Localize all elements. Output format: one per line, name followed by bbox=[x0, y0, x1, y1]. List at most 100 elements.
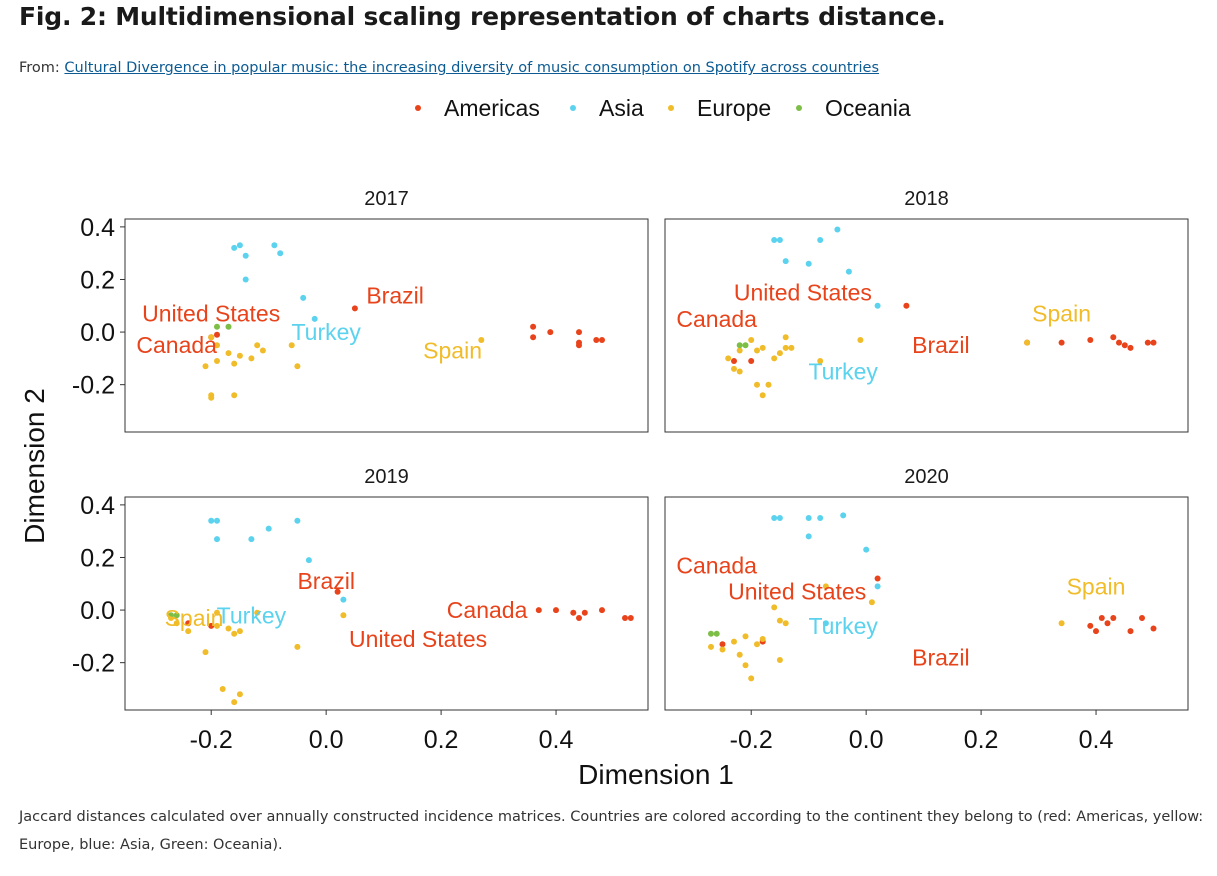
panel-2018-point-europe-15 bbox=[765, 381, 772, 388]
panel-2020-point-europe-0 bbox=[708, 643, 714, 650]
panel-2017-point-europe-0 bbox=[208, 334, 215, 341]
panel-2018-point-asia-4 bbox=[782, 258, 789, 265]
panel-2020-point-oceania-0 bbox=[708, 630, 714, 637]
panel-2017-point-europe-2 bbox=[225, 350, 232, 357]
panel-2018-point-americas-11 bbox=[1150, 339, 1157, 346]
panel-2019-point-americas-0 bbox=[185, 620, 192, 627]
panel-2018-point-europe-5 bbox=[759, 344, 766, 351]
legend-label-europe: Europe bbox=[697, 95, 771, 121]
panel-2020-point-americas-8 bbox=[1127, 628, 1134, 635]
panel-2018-point-europe-9 bbox=[788, 344, 795, 351]
panel-2017-ytick-label-1: 0.2 bbox=[80, 266, 115, 294]
panel-2017-ytick-label-3: -0.2 bbox=[72, 372, 115, 400]
panel-2020-point-americas-6 bbox=[1104, 620, 1111, 627]
panel-2020-point-asia-4 bbox=[840, 512, 847, 519]
panel-2018-point-americas-5 bbox=[1087, 337, 1094, 343]
panel-2017-point-europe-8 bbox=[288, 342, 295, 349]
panel-2018-point-asia-1 bbox=[776, 237, 783, 243]
panel-2017-ytick-label-2: 0.0 bbox=[80, 319, 115, 347]
panel-2018-title: 2018 bbox=[904, 188, 949, 210]
panel-2020-point-europe-1 bbox=[719, 646, 726, 653]
panel-2017-point-americas-3 bbox=[530, 323, 537, 330]
panel-2020-point-europe-4 bbox=[754, 641, 760, 648]
panel-2017-point-europe-11 bbox=[208, 394, 215, 401]
source-line: From: Cultural Divergence in popular mus… bbox=[19, 60, 879, 76]
panel-2017-label-brazil: Brazil bbox=[366, 282, 424, 308]
panel-2017-point-europe-9 bbox=[294, 363, 301, 370]
panel-2017-label-turkey: Turkey bbox=[291, 319, 361, 345]
panel-2017-point-americas-0 bbox=[214, 331, 220, 338]
panel-2019-point-americas-3 bbox=[535, 607, 542, 614]
panel-2017-point-europe-12 bbox=[231, 392, 238, 399]
panel-2019-point-europe-3 bbox=[214, 622, 220, 629]
panel-2017-point-europe-7 bbox=[259, 347, 266, 354]
legend-marker-asia bbox=[570, 105, 576, 111]
panel-2017-point-asia-6 bbox=[300, 294, 307, 301]
panel-2018-point-europe-11 bbox=[817, 358, 824, 364]
legend-label-asia: Asia bbox=[599, 95, 644, 121]
panel-2019-label-spain: Spain bbox=[165, 605, 224, 631]
panel-2018-point-americas-6 bbox=[1110, 334, 1117, 341]
panel-2017-title: 2017 bbox=[364, 188, 409, 210]
panel-2019-xtick-label-0: -0.2 bbox=[190, 726, 233, 754]
panel-2020-point-europe-9 bbox=[776, 657, 783, 663]
panel-2019-point-asia-6 bbox=[305, 557, 312, 564]
figure-caption: Jaccard distances calculated over annual… bbox=[19, 809, 1204, 853]
panel-2019-point-americas-2 bbox=[334, 588, 341, 595]
panel-2019-label-turkey: Turkey bbox=[217, 602, 287, 628]
panel-2020-label-canada: Canada bbox=[676, 552, 757, 578]
panel-2019-point-europe-14 bbox=[214, 609, 220, 616]
panel-2020-point-europe-8 bbox=[759, 636, 766, 642]
panel-2018-point-europe-13 bbox=[1024, 339, 1031, 346]
panel-2020-point-europe-5 bbox=[736, 651, 743, 658]
panel-2020-label-turkey: Turkey bbox=[808, 613, 878, 639]
panel-2017-point-asia-4 bbox=[277, 250, 284, 257]
legend-marker-oceania bbox=[796, 105, 802, 111]
panel-2019-point-europe-2 bbox=[185, 628, 192, 635]
panel-2017-point-asia-3 bbox=[242, 252, 249, 259]
panel-2020-point-europe-14 bbox=[868, 599, 875, 606]
panel-2017-point-americas-6 bbox=[576, 329, 582, 336]
panel-2020-point-oceania-1 bbox=[713, 630, 720, 637]
panel-2020-point-europe-13 bbox=[822, 583, 829, 590]
panel-2019-xtick-label-2: 0.2 bbox=[424, 726, 459, 754]
mds-scatter-chart: Americas Asia Europe Oceania 2017 United Stat… bbox=[19, 95, 1189, 790]
panel-2020-point-americas-4 bbox=[1093, 628, 1099, 635]
panel-2018-point-oceania-0 bbox=[736, 342, 743, 349]
panel-2019-ytick-label-0: 0.4 bbox=[80, 492, 115, 520]
panel-2019-point-americas-7 bbox=[581, 609, 588, 616]
panel-2019-point-europe-12 bbox=[236, 691, 243, 698]
panel-2019-point-americas-10 bbox=[627, 615, 634, 621]
panel-2018-point-europe-1 bbox=[731, 365, 737, 372]
legend-label-oceania: Oceania bbox=[825, 95, 911, 121]
panel-2019-point-americas-9 bbox=[622, 615, 628, 621]
panel-2019-point-europe-9 bbox=[294, 643, 301, 650]
legend-label-americas: Americas bbox=[444, 95, 540, 121]
panel-2020-xtick-label-0: -0.2 bbox=[730, 726, 773, 754]
panel-2019-point-asia-3 bbox=[265, 525, 272, 532]
from-label: From: bbox=[19, 60, 60, 76]
panel-2020-point-asia-5 bbox=[805, 533, 812, 540]
panel-2020-point-europe-6 bbox=[742, 662, 749, 669]
panel-2020-point-europe-15 bbox=[1058, 620, 1065, 627]
panel-2017-point-oceania-1 bbox=[225, 323, 232, 330]
legend-marker-europe bbox=[668, 105, 674, 111]
panel-2018-point-europe-2 bbox=[736, 347, 743, 354]
panel-2020-label-united-states: United States bbox=[728, 579, 866, 605]
source-article-link[interactable]: Cultural Divergence in popular music: th… bbox=[64, 60, 879, 76]
panel-2019-point-europe-5 bbox=[231, 630, 238, 637]
panel-2020-point-asia-2 bbox=[805, 515, 812, 521]
panel-2018-point-europe-0 bbox=[725, 355, 732, 362]
panel-2019-ytick-label-2: 0.0 bbox=[80, 597, 115, 625]
panel-2019-point-americas-4 bbox=[553, 607, 559, 614]
panel-2018-point-asia-3 bbox=[834, 226, 841, 233]
panel-2017-point-europe-14 bbox=[236, 352, 243, 359]
panel-2020-point-americas-0 bbox=[719, 641, 726, 648]
panel-2017-point-americas-4 bbox=[530, 334, 537, 341]
panel-2019-point-asia-1 bbox=[214, 517, 220, 524]
panel-2017-point-europe-1 bbox=[214, 342, 220, 349]
panel-2020-xtick-label-1: 0.0 bbox=[849, 726, 884, 754]
panel-2019-point-asia-0 bbox=[208, 517, 215, 524]
panel-2017-ytick-label-0: 0.4 bbox=[80, 214, 115, 242]
panel-2020-point-americas-10 bbox=[1150, 625, 1157, 632]
